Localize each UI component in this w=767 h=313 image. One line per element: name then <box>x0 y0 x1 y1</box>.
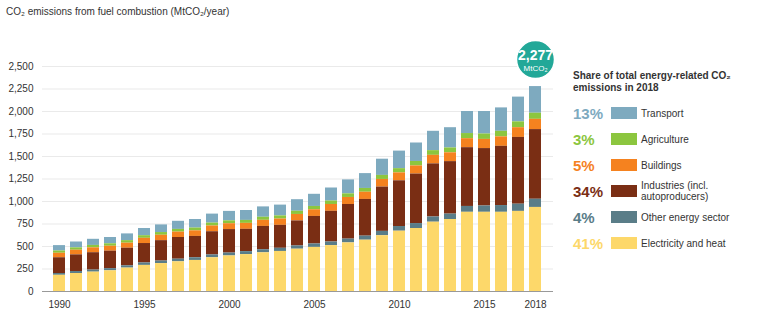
html-text:5%: 5% <box>573 156 595 174</box>
html-text:41%: 41% <box>573 234 603 252</box>
svg-text:1,250: 1,250 <box>8 173 33 184</box>
svg-text:2,277: 2,277 <box>518 47 553 63</box>
html-text:Share of total energy-related: Share of total energy-related CO₂ emissi… <box>573 70 731 93</box>
svg-text:1,500: 1,500 <box>8 151 33 162</box>
svg-text:2005: 2005 <box>303 299 326 310</box>
html-text:Buildings: Buildings <box>641 159 682 171</box>
svg-text:2,000: 2,000 <box>8 106 33 117</box>
svg-text:1990: 1990 <box>48 299 71 310</box>
svg-text:2010: 2010 <box>388 299 411 310</box>
html-text:Transport: Transport <box>641 107 684 119</box>
html-text:CO₂ emissions from fuel combus: CO₂ emissions from fuel combustion (MtCO… <box>6 6 230 17</box>
svg-text:2000: 2000 <box>218 299 241 310</box>
svg-text:2,500: 2,500 <box>8 61 33 72</box>
svg-text:750: 750 <box>17 218 34 229</box>
html-text:3%: 3% <box>573 130 595 148</box>
html-text:34%: 34% <box>573 182 603 200</box>
svg-text:0: 0 <box>28 286 34 297</box>
html-text:Other energy sector: Other energy sector <box>641 211 730 223</box>
svg-text:500: 500 <box>17 241 34 252</box>
svg-text:2018: 2018 <box>524 299 547 310</box>
html-text:Electricity and heat: Electricity and heat <box>641 237 726 249</box>
html-text:Agriculture: Agriculture <box>641 133 689 145</box>
html-text:4%: 4% <box>573 208 595 226</box>
svg-text:2015: 2015 <box>473 299 496 310</box>
svg-text:250: 250 <box>17 263 34 274</box>
html-text:Industries (incl. autoproducer: Industries (incl. autoproducers) <box>641 180 709 202</box>
svg-text:1,750: 1,750 <box>8 128 33 139</box>
svg-text:1,000: 1,000 <box>8 196 33 207</box>
svg-text:2,250: 2,250 <box>8 83 33 94</box>
svg-text:MtCO₂: MtCO₂ <box>524 64 548 73</box>
svg-text:1995: 1995 <box>133 299 156 310</box>
html-text:13%: 13% <box>573 104 603 122</box>
